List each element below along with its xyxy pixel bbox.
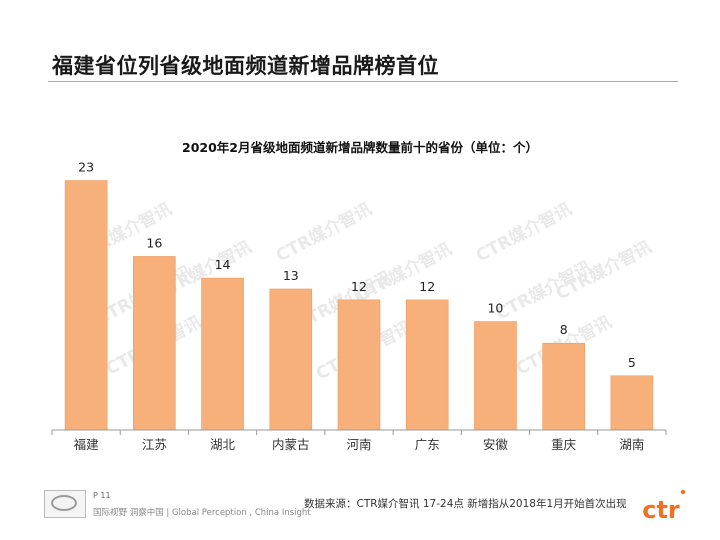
category-label: 福建 (74, 437, 100, 452)
ctr-logo-dot (680, 489, 686, 495)
bar-安徽 (474, 321, 517, 431)
certification-badge-icon (44, 490, 86, 518)
ctr-logo-text: ctr (642, 496, 680, 524)
category-label: 重庆 (551, 437, 577, 452)
bar-河南 (337, 299, 381, 431)
bar-湖北 (201, 277, 244, 431)
value-label: 23 (78, 160, 94, 175)
page-title: 福建省位列省级地面频道新增品牌榜首位 (52, 54, 439, 78)
chart-title: 2020年2月省级地面频道新增品牌数量前十的省份（单位：个） (182, 140, 538, 155)
category-label: 湖北 (210, 437, 236, 452)
page-number: P 11 (93, 491, 111, 500)
bar-重庆 (542, 342, 585, 431)
watermark-text: CTR媒介智讯 (352, 238, 455, 306)
category-label: 广东 (415, 437, 440, 452)
data-source-note: 数据来源：CTR媒介智讯 17-24点 新增指从2018年1月开始首次出现 (304, 498, 627, 510)
watermark-text: CTR媒介智讯 (472, 198, 575, 266)
bar-内蒙古 (269, 288, 313, 431)
value-label: 14 (215, 257, 231, 272)
bar-广东 (405, 299, 449, 431)
value-label: 8 (560, 322, 568, 337)
value-label: 10 (487, 301, 503, 316)
x-axis (51, 429, 667, 435)
category-label: 内蒙古 (272, 437, 310, 452)
bar-福建 (64, 180, 108, 431)
bars-group (64, 180, 654, 431)
value-label: 13 (283, 268, 299, 283)
value-label: 5 (628, 355, 636, 370)
watermark-text: CTR媒介智讯 (272, 198, 375, 266)
title-divider (48, 81, 678, 82)
category-label: 江苏 (142, 437, 167, 452)
value-label: 12 (419, 279, 435, 294)
category-label: 湖南 (619, 437, 644, 452)
footer-tagline: 国际视野 洞察中国 | Global Perception , China In… (93, 508, 311, 518)
bar-湖南 (610, 375, 654, 431)
category-labels-group: 福建 江苏 湖北 内蒙古 河南 广东 安徽 重庆 湖南 (74, 437, 645, 452)
ctr-logo-icon: ctr (642, 489, 686, 524)
category-label: 河南 (346, 437, 371, 452)
value-label: 16 (146, 235, 162, 250)
bar-江苏 (133, 256, 176, 431)
value-labels-group: 23 16 14 13 12 12 10 8 5 (78, 160, 636, 370)
value-label: 12 (351, 279, 367, 294)
category-label: 安徽 (483, 437, 509, 452)
